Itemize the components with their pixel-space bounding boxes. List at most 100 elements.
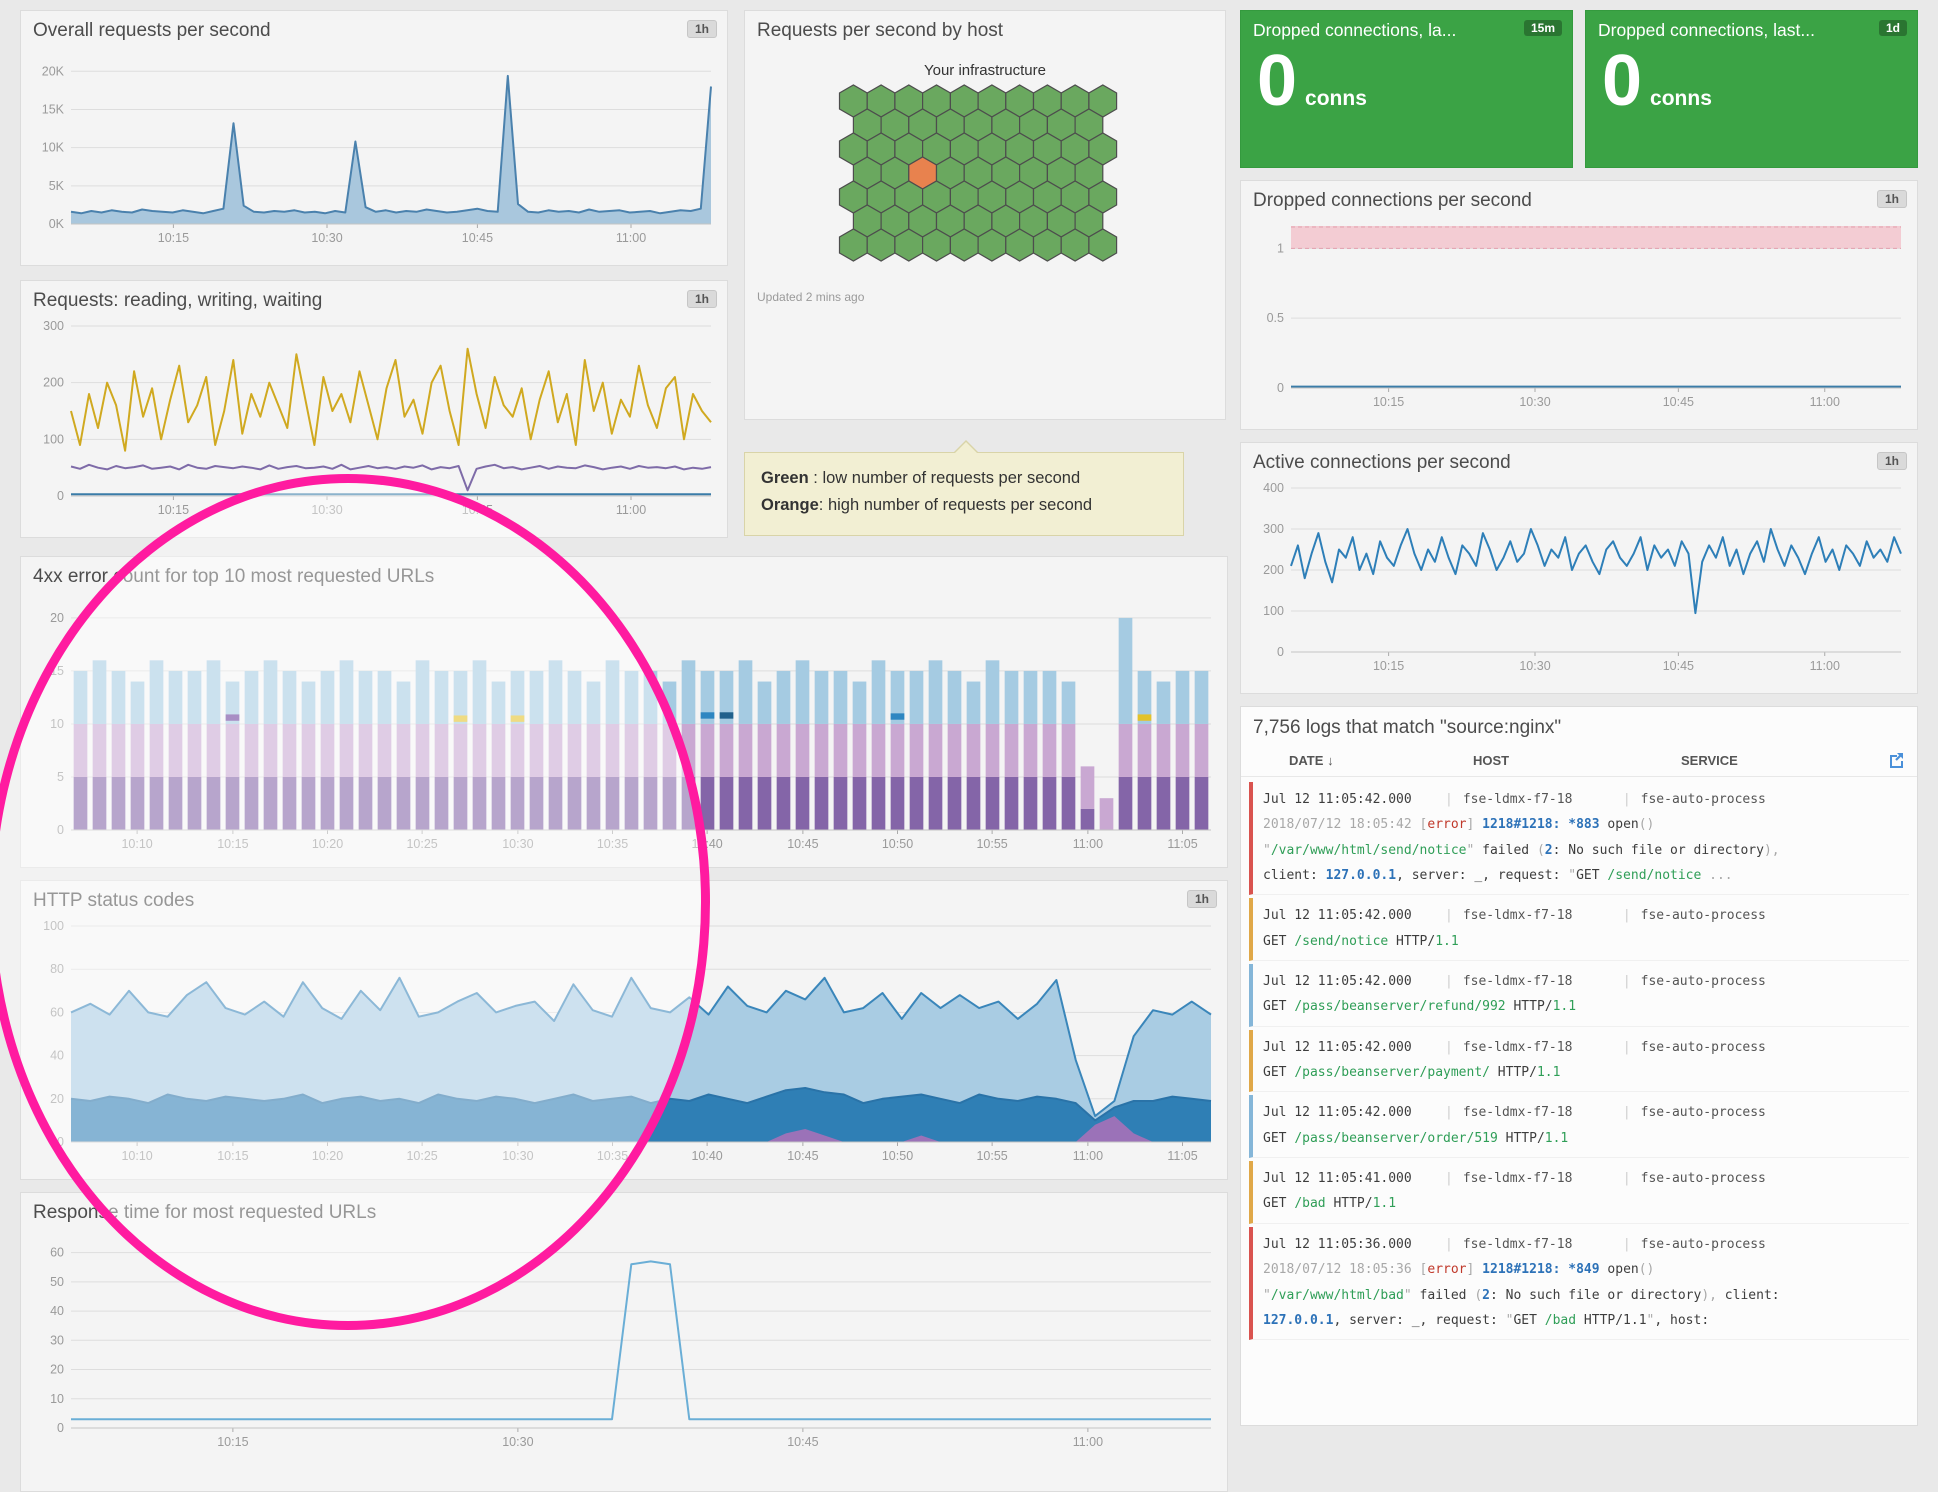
updated-timestamp: Updated 2 mins ago	[757, 290, 865, 304]
svg-text:0: 0	[1277, 381, 1284, 395]
log-message-line: GET /bad HTTP/1.1	[1263, 1196, 1397, 1212]
dropped-connections-value: 0	[1257, 41, 1298, 121]
svg-text:10:10: 10:10	[121, 1149, 152, 1163]
svg-text:10:30: 10:30	[502, 837, 533, 851]
svg-text:100: 100	[43, 432, 64, 446]
svg-text:60: 60	[50, 1246, 64, 1260]
hexmap-svg[interactable]	[815, 83, 1155, 284]
http-status-codes-chart[interactable]: 0 20 40 60 80 100 10:10 10:15 10:20 10:25 10:30 10:…	[27, 916, 1221, 1168]
reading-writing-waiting-chart[interactable]: 0 100 200 300 10:15 10:30 10:45 11:00	[27, 316, 721, 522]
svg-text:80: 80	[50, 962, 64, 976]
svg-text:100: 100	[1263, 604, 1284, 618]
panel-title: Dropped connections per second	[1253, 190, 1532, 211]
response-time-chart[interactable]: 30 40 50 60 20 10 0 10:15 10:30 10:45 11:00	[27, 1228, 1221, 1454]
column-host: HOST	[1473, 753, 1510, 768]
dropped-connections-unit: conns	[1650, 87, 1712, 110]
log-entry[interactable]: Jul 12 11:05:42.000 | fse-ldmx-f7-18 | fse-a…	[1249, 1095, 1909, 1159]
svg-text:300: 300	[1263, 522, 1284, 536]
open-in-log-explorer-icon[interactable]	[1887, 751, 1905, 772]
log-entry-header: Jul 12 11:05:41.000 | fse-ldmx-f7-18 | fse-a…	[1263, 1166, 1909, 1191]
log-entry-header: Jul 12 11:05:42.000 | fse-ldmx-f7-18 | fse-a…	[1263, 787, 1909, 812]
svg-text:200: 200	[1263, 563, 1284, 577]
log-message-line: GET /pass/beanserver/order/519 HTTP/1.1	[1263, 1130, 1569, 1146]
log-date: Jul 12 11:05:36.000	[1263, 1236, 1412, 1252]
svg-text:10:30: 10:30	[502, 1435, 533, 1449]
panel-title: Requests per second by host	[757, 20, 1004, 41]
legend-line-green: Green : low number of requests per secon…	[761, 469, 1081, 487]
svg-text:10:15: 10:15	[217, 837, 248, 851]
panel-http-status-codes: HTTP status codes 1h 0 20 40 60 80 100 10:10 10…	[20, 880, 1228, 1180]
svg-text:20: 20	[50, 1092, 64, 1106]
panel-reading-writing-waiting: Requests: reading, writing, waiting 1h 0…	[20, 280, 728, 538]
log-date: Jul 12 11:05:42.000	[1263, 908, 1412, 924]
svg-text:10:25: 10:25	[406, 837, 437, 851]
svg-text:10:30: 10:30	[311, 231, 342, 245]
svg-text:10:50: 10:50	[882, 837, 913, 851]
sort-arrow-icon: ↓	[1327, 753, 1334, 768]
log-message-line: 2018/07/12 18:05:36 [error] 1218#1218: *…	[1263, 1262, 1655, 1278]
log-entry[interactable]: Jul 12 11:05:42.000 | fse-ldmx-f7-18 | fse-a…	[1249, 1029, 1909, 1093]
svg-text:40: 40	[50, 1304, 64, 1318]
svg-text:15K: 15K	[42, 102, 65, 116]
svg-text:10:15: 10:15	[1373, 659, 1404, 673]
svg-text:0: 0	[57, 489, 64, 503]
log-entry-header: Jul 12 11:05:42.000 | fse-ldmx-f7-18 | fse-a…	[1263, 903, 1909, 928]
svg-text:11:00: 11:00	[1810, 659, 1840, 673]
log-date: Jul 12 11:05:42.000	[1263, 792, 1412, 807]
log-message-line: "/var/www/html/bad" failed (2: No such f…	[1263, 1287, 1780, 1303]
log-host: fse-ldmx-f7-18	[1462, 908, 1573, 924]
hexmap-host[interactable]	[1088, 228, 1118, 262]
timeframe-badge: 1h	[1876, 452, 1907, 470]
svg-text:10:55: 10:55	[976, 1149, 1007, 1163]
log-host: fse-ldmx-f7-18	[1462, 1236, 1573, 1252]
svg-text:10:25: 10:25	[406, 1149, 437, 1163]
svg-text:10:45: 10:45	[462, 503, 493, 517]
4xx-errors-chart[interactable]: 0 5 10 15 20 10:10 10:15 10:20 10:25 10:30 10:35 10…	[27, 592, 1221, 856]
svg-text:10:45: 10:45	[787, 837, 818, 851]
panel-response-time: Response time for most requested URLs 30…	[20, 1192, 1228, 1492]
log-entry[interactable]: Jul 12 11:05:42.000 | fse-ldmx-f7-18 | fse-a…	[1249, 898, 1909, 962]
svg-text:10:30: 10:30	[311, 503, 342, 517]
dropped-per-second-chart[interactable]: 0 0.5 1 10:15 10:30 10:45 11:00	[1247, 216, 1911, 414]
svg-text:10:15: 10:15	[158, 231, 189, 245]
column-service: SERVICE	[1681, 753, 1738, 768]
svg-text:11:00: 11:00	[616, 231, 646, 245]
column-date[interactable]: DATE ↓	[1289, 753, 1334, 768]
panel-title: Requests: reading, writing, waiting	[33, 290, 323, 311]
svg-text:0.5: 0.5	[1267, 311, 1284, 325]
panel-4xx-errors: 4xx error count for top 10 most requeste…	[20, 556, 1228, 868]
svg-text:200: 200	[43, 376, 64, 390]
svg-text:10:20: 10:20	[312, 837, 343, 851]
svg-text:20: 20	[50, 611, 64, 625]
overall-rps-chart[interactable]: 0K 5K 10K 15K 20K 10:15 10:30 10:45 11:00	[27, 46, 721, 250]
log-date: Jul 12 11:05:42.000	[1263, 1039, 1412, 1055]
log-entry[interactable]: Jul 12 11:05:42.000 | fse-ldmx-f7-18 | fse-a…	[1249, 964, 1909, 1027]
log-date: Jul 12 11:05:42.000	[1263, 1105, 1412, 1121]
log-message-line: 2018/07/12 18:05:42 [error] 1218#1218: *…	[1263, 817, 1655, 833]
log-service: fse-auto-process	[1640, 792, 1766, 807]
svg-text:10:45: 10:45	[1663, 395, 1694, 409]
log-entry[interactable]: Jul 12 11:05:36.000 | fse-ldmx-f7-18 | fse-a…	[1249, 1226, 1909, 1341]
log-message-line: client: 127.0.0.1, server: _, request: "…	[1263, 868, 1733, 884]
svg-text:20K: 20K	[42, 64, 65, 78]
active-connections-chart[interactable]: 0 100 200 300 400 10:15 10:30 10:45 11:00	[1247, 478, 1911, 678]
log-message-line: GET /send/notice HTTP/1.1	[1263, 933, 1459, 949]
svg-text:10:15: 10:15	[158, 503, 189, 517]
svg-text:1: 1	[1277, 241, 1284, 255]
svg-text:10:45: 10:45	[1663, 659, 1694, 673]
log-host: fse-ldmx-f7-18	[1462, 1105, 1573, 1121]
svg-text:10:20: 10:20	[312, 1149, 343, 1163]
log-entry-header: Jul 12 11:05:42.000 | fse-ldmx-f7-18 | fse-a…	[1263, 969, 1909, 994]
log-entry-header: Jul 12 11:05:36.000 | fse-ldmx-f7-18 | fse-a…	[1263, 1232, 1909, 1257]
svg-text:10:30: 10:30	[1519, 395, 1550, 409]
svg-text:300: 300	[43, 319, 64, 333]
svg-text:10: 10	[50, 1392, 64, 1406]
svg-text:10:50: 10:50	[882, 1149, 913, 1163]
log-entries[interactable]: Jul 12 11:05:42.000 | fse-ldmx-f7-18 | fse-a…	[1241, 777, 1917, 1341]
log-entry[interactable]: Jul 12 11:05:41.000 | fse-ldmx-f7-18 | fse-a…	[1249, 1161, 1909, 1224]
svg-text:10:15: 10:15	[217, 1435, 248, 1449]
svg-text:400: 400	[1263, 481, 1284, 495]
panel-dropped-per-second: Dropped connections per second 1h 0 0.5 1 1…	[1240, 180, 1918, 430]
log-entry[interactable]: Jul 12 11:05:42.000 | fse-ldmx-f7-18 | fse-a…	[1249, 782, 1909, 896]
svg-text:60: 60	[50, 1005, 64, 1019]
